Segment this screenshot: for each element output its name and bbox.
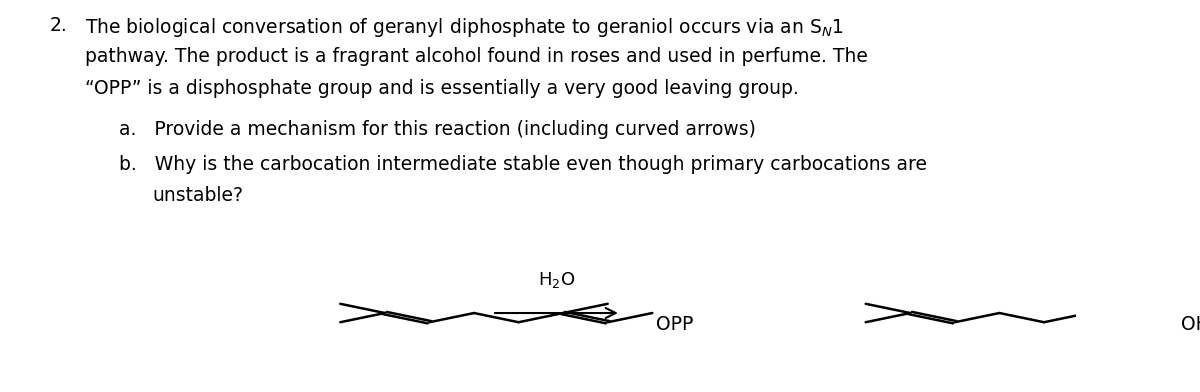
Text: OPP: OPP <box>655 315 692 334</box>
Text: “OPP” is a disphosphate group and is essentially a very good leaving group.: “OPP” is a disphosphate group and is ess… <box>84 79 798 98</box>
Text: H$_2$O: H$_2$O <box>538 270 575 290</box>
Text: unstable?: unstable? <box>152 187 244 205</box>
Text: OH: OH <box>1181 315 1200 334</box>
Text: a.   Provide a mechanism for this reaction (including curved arrows): a. Provide a mechanism for this reaction… <box>119 120 756 139</box>
Text: pathway. The product is a fragrant alcohol found in roses and used in perfume. T: pathway. The product is a fragrant alcoh… <box>84 47 868 66</box>
Text: 2.: 2. <box>49 16 67 34</box>
Text: The biological conversation of geranyl diphosphate to geraniol occurs via an S$_: The biological conversation of geranyl d… <box>84 16 844 39</box>
Text: b.   Why is the carbocation intermediate stable even though primary carbocations: b. Why is the carbocation intermediate s… <box>119 155 926 174</box>
